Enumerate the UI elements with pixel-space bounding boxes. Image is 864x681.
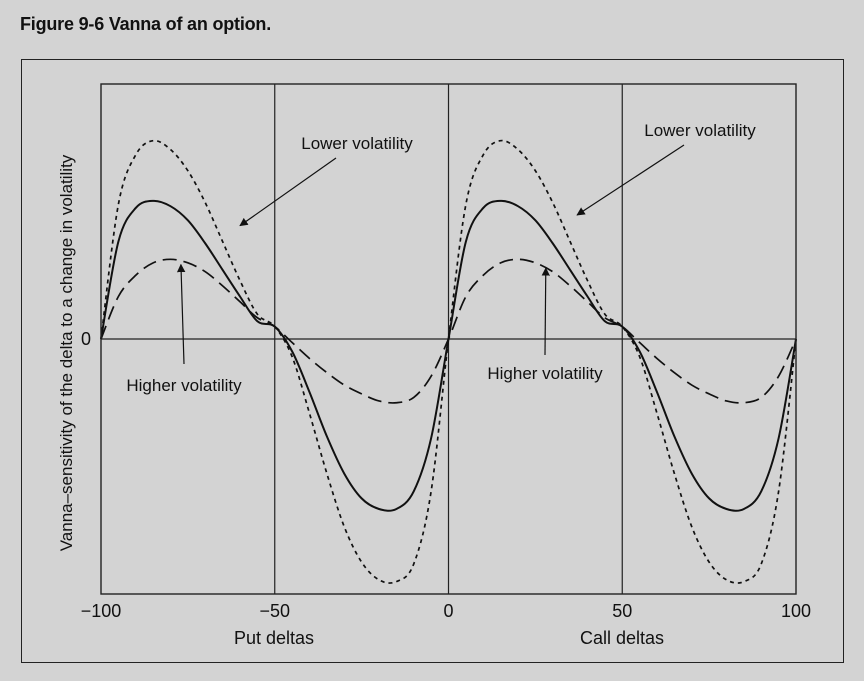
annotation-label: Higher volatility — [126, 376, 242, 395]
y-axis-label: Vanna–sensitivity of the delta to a chan… — [57, 154, 76, 551]
plot-area-border — [100, 83, 797, 595]
figure-frame — [21, 59, 844, 663]
series-line-dashed-long — [100, 258, 797, 404]
annotation-label: Higher volatility — [487, 364, 603, 383]
annotation-arrow — [576, 144, 685, 216]
x-tick-label: 50 — [612, 601, 632, 621]
x-axis-label-call: Call deltas — [580, 628, 664, 648]
x-tick-label: 0 — [443, 601, 453, 621]
figure-title: Figure 9-6 Vanna of an option. — [20, 14, 272, 34]
x-tick-label: −50 — [259, 601, 290, 621]
x-axis-label-put: Put deltas — [234, 628, 314, 648]
annotation-arrow — [239, 157, 337, 227]
series-line-dashed-short — [100, 139, 797, 584]
annotation-arrow — [541, 267, 550, 356]
x-tick-label: 100 — [781, 601, 811, 621]
annotation-label: Lower volatility — [644, 121, 756, 140]
x-tick-label: −100 — [81, 601, 122, 621]
annotation-arrow — [176, 263, 186, 365]
annotation-label: Lower volatility — [301, 134, 413, 153]
y-tick-label: 0 — [81, 329, 91, 349]
